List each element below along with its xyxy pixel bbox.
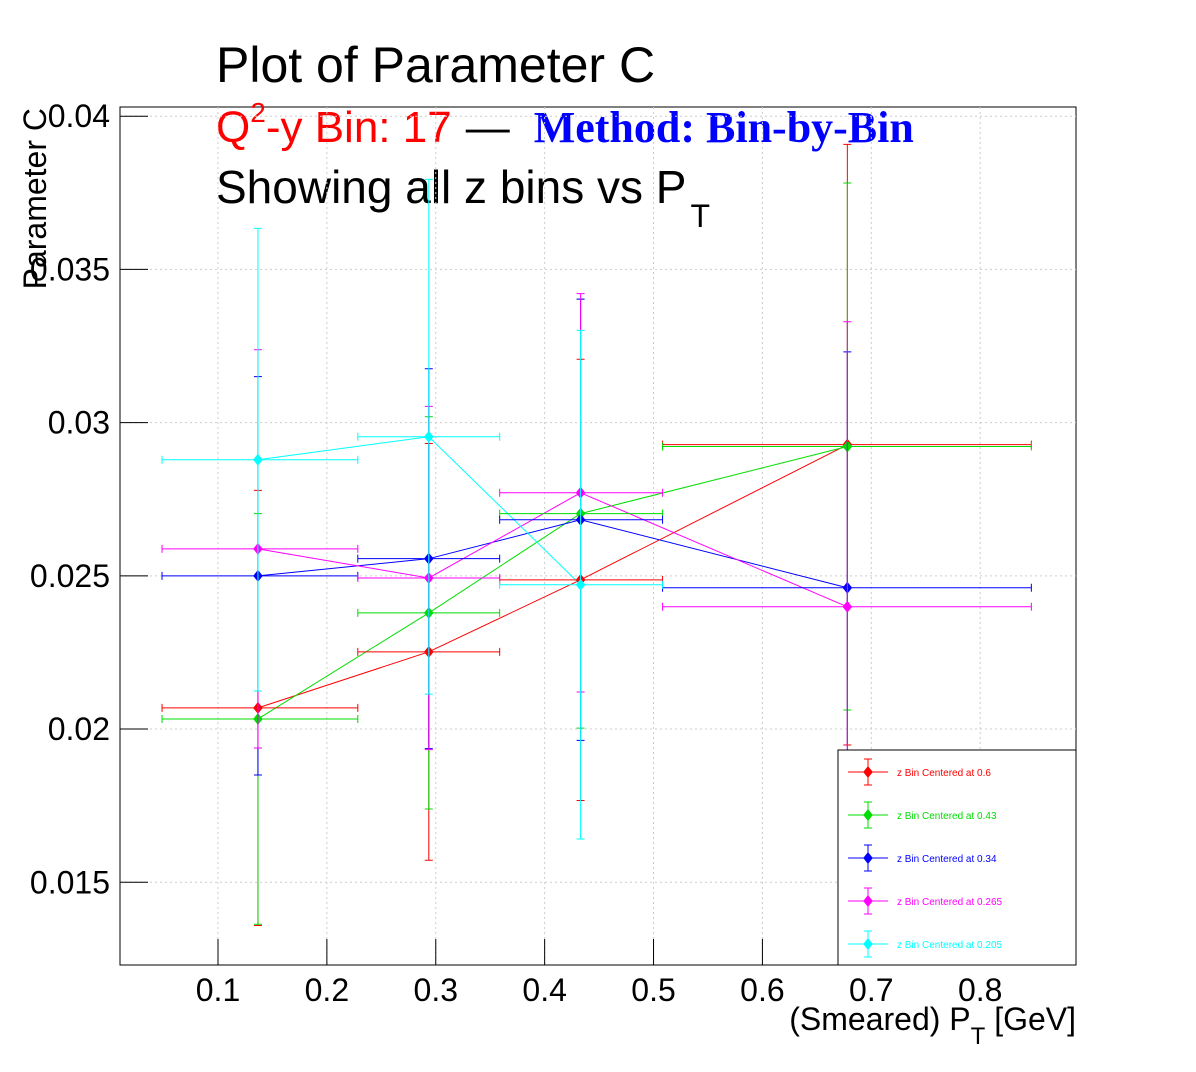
legend-label: z Bin Centered at 0.43 — [897, 811, 997, 822]
legend-marker — [863, 809, 873, 821]
x-error-caps — [499, 580, 664, 589]
series-line — [257, 444, 848, 709]
x-tick-label: 0.4 — [522, 972, 566, 1008]
y-tick-label: 0.04 — [48, 98, 110, 134]
legend-label: z Bin Centered at 0.34 — [897, 854, 997, 865]
x-label-text: (Smeared) P — [789, 1001, 970, 1037]
x-tick-label: 0.6 — [740, 972, 784, 1008]
legend: z Bin Centered at 0.6 z Bin Centered at 0… — [848, 758, 1003, 958]
series-line — [257, 446, 848, 720]
marker — [575, 578, 586, 591]
x-error-caps — [499, 515, 664, 524]
x-tick-label: 0.7 — [849, 972, 893, 1008]
x-error-caps — [357, 432, 501, 441]
y-tick-label: 0.03 — [48, 405, 110, 441]
marker — [253, 453, 263, 466]
chart-title: Plot of Parameter C — [216, 37, 655, 93]
legend-marker — [863, 766, 873, 778]
marker — [842, 600, 853, 613]
x-tick-label: 0.3 — [414, 972, 458, 1008]
legend-label: z Bin Centered at 0.6 — [897, 768, 991, 779]
y-tick-label: 0.015 — [30, 864, 110, 900]
legend-marker — [863, 938, 873, 950]
x-error-caps — [499, 488, 664, 497]
x-tick-label: 0.2 — [305, 972, 349, 1008]
y-axis-label: Parameter C — [17, 108, 53, 289]
note-sub: T — [690, 198, 710, 234]
y-tick-label: 0.035 — [30, 251, 110, 287]
subtitle-method: Method: Bin-by-Bin — [534, 103, 914, 152]
x-error-caps — [161, 544, 359, 553]
x-error-caps — [357, 647, 501, 656]
x-label-sub: T — [971, 1023, 986, 1050]
series-line — [257, 519, 848, 589]
subtitle-bin: Q — [216, 103, 250, 152]
subtitle-sup: 2 — [250, 97, 266, 128]
x-tick-label: 0.5 — [631, 972, 675, 1008]
note-text: Showing all z bins vs P — [216, 161, 686, 213]
x-error-caps — [357, 608, 501, 617]
x-error-caps — [161, 703, 359, 712]
x-axis-label: (Smeared) PT [GeV] — [789, 1001, 1076, 1050]
x-tick-label: 0.1 — [196, 972, 240, 1008]
subtitle-bin: -y Bin: 17 — [266, 103, 452, 152]
x-error-caps — [662, 442, 1032, 451]
x-tick-label: 0.8 — [958, 972, 1002, 1008]
x-error-caps — [357, 554, 501, 563]
x-label-text: [GeV] — [985, 1001, 1076, 1037]
legend-label: z Bin Centered at 0.205 — [897, 940, 1003, 951]
marker — [423, 430, 434, 443]
y-tick-label: 0.02 — [48, 711, 110, 747]
subtitle: Q2-y Bin: 17 — Method: Bin-by-Bin — [216, 97, 914, 152]
legend-marker — [863, 852, 873, 864]
note: Showing all z bins vs PT — [216, 161, 710, 234]
series-line — [257, 492, 848, 608]
subtitle-separator: — — [466, 103, 510, 152]
x-error-caps — [662, 602, 1032, 611]
y-tick-label: 0.025 — [30, 558, 110, 594]
x-error-caps — [161, 714, 359, 723]
legend-marker — [863, 895, 873, 907]
plot-frame — [119, 106, 1077, 966]
legend-label: z Bin Centered at 0.265 — [897, 897, 1003, 908]
data-layer — [161, 143, 1032, 926]
x-error-caps — [357, 573, 501, 582]
x-error-caps — [161, 455, 359, 464]
